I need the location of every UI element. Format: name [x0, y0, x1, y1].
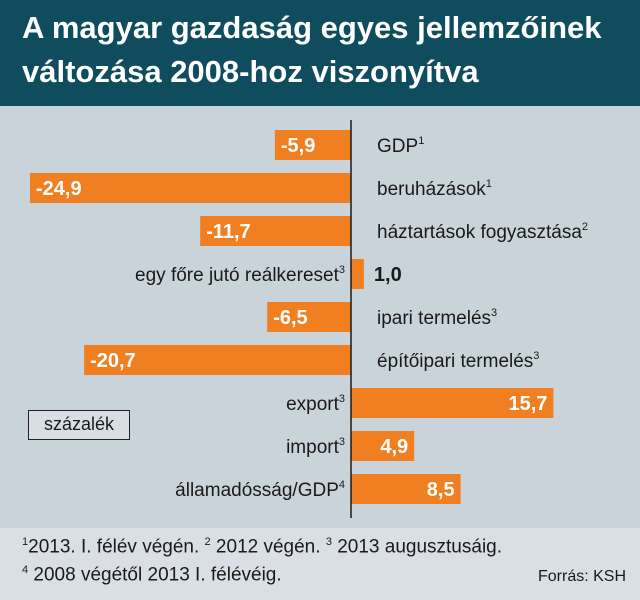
unit-label: százalék	[28, 410, 130, 440]
data-label-3: -11,7	[206, 221, 250, 243]
data-label-8: 4,9	[380, 436, 408, 458]
data-label-9: 8,5	[427, 479, 455, 501]
category-footnote-marker: 3	[339, 393, 345, 405]
footnote-line-1: 12013. I. félév végén. 2 2012 végén. 3 2…	[22, 536, 502, 558]
bar-9	[351, 474, 461, 504]
bar-3	[200, 216, 351, 246]
category-label-7: export3	[286, 393, 345, 415]
bar-6	[84, 345, 351, 375]
category-name: építőipari termelés	[377, 351, 533, 372]
footnote-text: 2013. I. félév végén.	[28, 536, 205, 558]
bar-8	[351, 431, 415, 461]
bar-2	[30, 173, 351, 203]
data-label-2: -24,9	[36, 178, 82, 200]
footnote-marker: 4	[22, 564, 29, 576]
title-banner: A magyar gazdaság egyes jellemzőinek vál…	[0, 0, 640, 106]
source-credit: Forrás: KSH	[537, 568, 626, 585]
category-footnote-marker: 3	[339, 436, 345, 448]
category-footnote-marker: 3	[339, 264, 345, 276]
footnote-marker: 1	[22, 536, 29, 548]
category-name: ipari termelés	[377, 308, 491, 329]
bar-chart: -5,9 GDP1-24,9 beruházások1-11,7 háztartáso…	[30, 120, 588, 518]
category-label-5: ipari termelés3	[377, 307, 497, 329]
category-footnote-marker: 4	[339, 479, 345, 491]
category-label-4: egy főre jutó reálkereset3	[135, 264, 345, 286]
data-label-1: -5,9	[281, 135, 315, 157]
category-label-2: beruházások1	[377, 178, 492, 200]
bar-1	[274, 130, 351, 160]
category-name: egy főre jutó reálkereset	[135, 265, 340, 286]
category-label-9: államadósság/GDP4	[175, 479, 345, 501]
category-name: import	[286, 437, 340, 458]
category-name: államadósság/GDP	[175, 480, 339, 501]
category-label-8: import3	[286, 436, 345, 458]
category-name: GDP	[377, 136, 418, 157]
data-label-6: -20,7	[90, 350, 136, 372]
footnote-marker: 3	[325, 536, 332, 548]
category-footnote-marker: 1	[418, 135, 424, 147]
category-label-3: háztartások fogyasztása2	[377, 221, 588, 243]
footnotes-area: 12013. I. félév végén. 2 2012 végén. 3 2…	[0, 528, 640, 600]
footnote-text: 2012 végén.	[210, 536, 326, 558]
bar-5	[267, 302, 351, 332]
category-name: export	[286, 394, 340, 415]
bar-7	[351, 388, 554, 418]
category-label-6: építőipari termelés3	[377, 350, 539, 372]
data-label-7: 15,7	[508, 393, 547, 415]
chart-area: -5,9 GDP1 -24,9 beruházások1 -11,7 háztartáso…	[0, 106, 640, 528]
category-label-1: GDP1	[377, 135, 424, 157]
data-label-5: -6,5	[273, 307, 307, 329]
category-footnote-marker: 1	[486, 178, 492, 190]
chart-title-line-1: A magyar gazdaság egyes jellemzőinek	[22, 10, 602, 45]
data-label-4: 1,0	[374, 264, 402, 286]
footnote-text: 2008 végétől 2013 I. félévéig.	[28, 564, 282, 586]
category-footnote-marker: 3	[491, 307, 497, 319]
category-name: beruházások	[377, 179, 486, 200]
category-name: háztartások fogyasztása	[377, 222, 582, 243]
category-footnote-marker: 3	[533, 350, 539, 362]
footnote-marker: 2	[204, 536, 211, 548]
bar-4	[351, 259, 364, 289]
footnote-text: 2013 augusztusáig.	[331, 536, 503, 558]
category-footnote-marker: 2	[582, 221, 588, 233]
footnote-line-2: 4 2008 végétől 2013 I. félévéig.	[22, 564, 282, 586]
chart-title-line-2: változása 2008-hoz viszonyítva	[22, 54, 479, 89]
